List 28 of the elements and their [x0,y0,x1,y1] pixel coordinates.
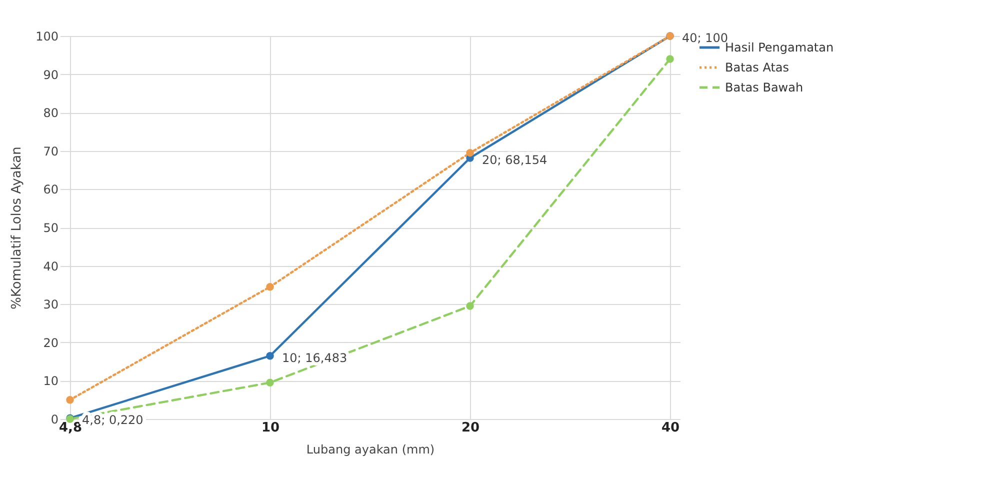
y-tick-label: 30 [43,298,58,312]
x-tick-label: 4,8 [58,420,82,436]
point [266,283,274,291]
x-tick-label: 40 [661,420,680,436]
legend-label: Batas Bawah [725,80,804,94]
x-tick-label: 10 [261,420,280,436]
y-tick-label: 70 [43,144,58,158]
data-label: 4,8; 0,220 [82,413,144,428]
y-tick-label: 40 [43,259,58,274]
y-tick-label: 90 [43,68,58,82]
y-tick-label: 0 [50,412,58,426]
legend-label: Batas Atas [725,60,790,74]
y-tick-label: 50 [43,221,58,235]
point [266,378,274,386]
x-tick-label: 20 [461,420,480,436]
point [466,148,474,157]
y-tick-label: 10 [43,374,58,388]
y-tick-label: 100 [36,30,58,44]
y-tick-label: 80 [43,106,58,120]
data-label: 20; 68,154 [482,152,548,167]
point [66,396,74,404]
point [466,302,474,310]
y-tick-label: 60 [43,182,58,197]
point [666,55,674,63]
point [266,352,274,360]
x-axis-title: Lubang ayakan (mm) [306,442,435,456]
y-tick-label: 20 [43,336,58,350]
y-axis-title: %Komulatif Lolos Ayakan [10,146,25,310]
